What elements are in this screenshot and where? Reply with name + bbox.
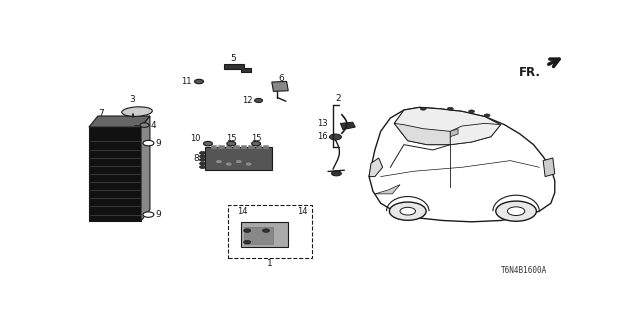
Polygon shape [89, 116, 150, 127]
Bar [272, 81, 288, 92]
Text: 5: 5 [230, 54, 236, 63]
Polygon shape [340, 122, 355, 130]
Bar [218, 145, 224, 148]
Bar [233, 145, 239, 148]
Circle shape [420, 107, 426, 110]
Text: 12: 12 [242, 96, 252, 105]
Polygon shape [369, 108, 555, 222]
Circle shape [468, 110, 475, 113]
Bar [248, 145, 253, 148]
Text: 9: 9 [156, 139, 161, 148]
Bar [244, 227, 273, 244]
Bar [263, 145, 269, 148]
Circle shape [255, 99, 262, 102]
Circle shape [140, 123, 149, 127]
Text: 11: 11 [181, 77, 191, 86]
Circle shape [227, 141, 236, 146]
Text: 15: 15 [226, 134, 237, 143]
Text: 14: 14 [237, 207, 247, 216]
Bar [228, 205, 312, 258]
Polygon shape [369, 158, 383, 177]
Bar [241, 145, 246, 148]
Text: 1: 1 [267, 259, 273, 268]
Circle shape [246, 163, 251, 165]
Polygon shape [224, 64, 251, 72]
Circle shape [484, 114, 490, 117]
Circle shape [389, 202, 426, 220]
Polygon shape [451, 123, 500, 145]
Circle shape [236, 160, 241, 163]
Circle shape [244, 240, 251, 244]
Text: 4: 4 [150, 121, 156, 130]
Circle shape [143, 212, 154, 217]
Circle shape [262, 229, 269, 232]
Circle shape [195, 79, 204, 84]
Text: 14: 14 [297, 207, 307, 216]
Polygon shape [141, 116, 150, 221]
Circle shape [200, 151, 205, 155]
Circle shape [200, 162, 205, 165]
Ellipse shape [122, 107, 152, 116]
Text: 3: 3 [129, 95, 135, 104]
Polygon shape [394, 108, 500, 145]
Circle shape [200, 155, 205, 158]
Circle shape [143, 140, 154, 146]
Text: 16: 16 [317, 132, 328, 141]
Circle shape [496, 201, 536, 221]
Circle shape [216, 160, 221, 163]
Circle shape [227, 163, 231, 165]
Polygon shape [375, 185, 400, 194]
Text: 8: 8 [193, 154, 199, 163]
Text: 9: 9 [156, 210, 161, 219]
Bar [205, 147, 272, 170]
Circle shape [330, 134, 341, 140]
Bar [255, 145, 261, 148]
Text: FR.: FR. [519, 66, 541, 79]
Circle shape [244, 229, 251, 232]
Bar [226, 145, 231, 148]
Text: 15: 15 [251, 134, 261, 143]
Circle shape [332, 171, 341, 176]
Bar [211, 145, 216, 148]
Circle shape [252, 141, 260, 146]
Text: 13: 13 [317, 119, 328, 128]
Circle shape [508, 207, 525, 215]
Circle shape [200, 158, 205, 161]
Bar [89, 127, 141, 221]
Polygon shape [543, 158, 555, 177]
Bar [241, 222, 289, 247]
Text: 6: 6 [278, 74, 284, 83]
Polygon shape [394, 123, 451, 145]
Text: T6N4B1600A: T6N4B1600A [500, 267, 547, 276]
Circle shape [400, 207, 415, 215]
Circle shape [200, 165, 205, 169]
Text: 2: 2 [335, 93, 341, 102]
Text: 10: 10 [191, 134, 201, 143]
Circle shape [204, 141, 212, 146]
Polygon shape [451, 129, 458, 137]
Text: 7: 7 [99, 109, 104, 118]
Circle shape [447, 107, 453, 110]
